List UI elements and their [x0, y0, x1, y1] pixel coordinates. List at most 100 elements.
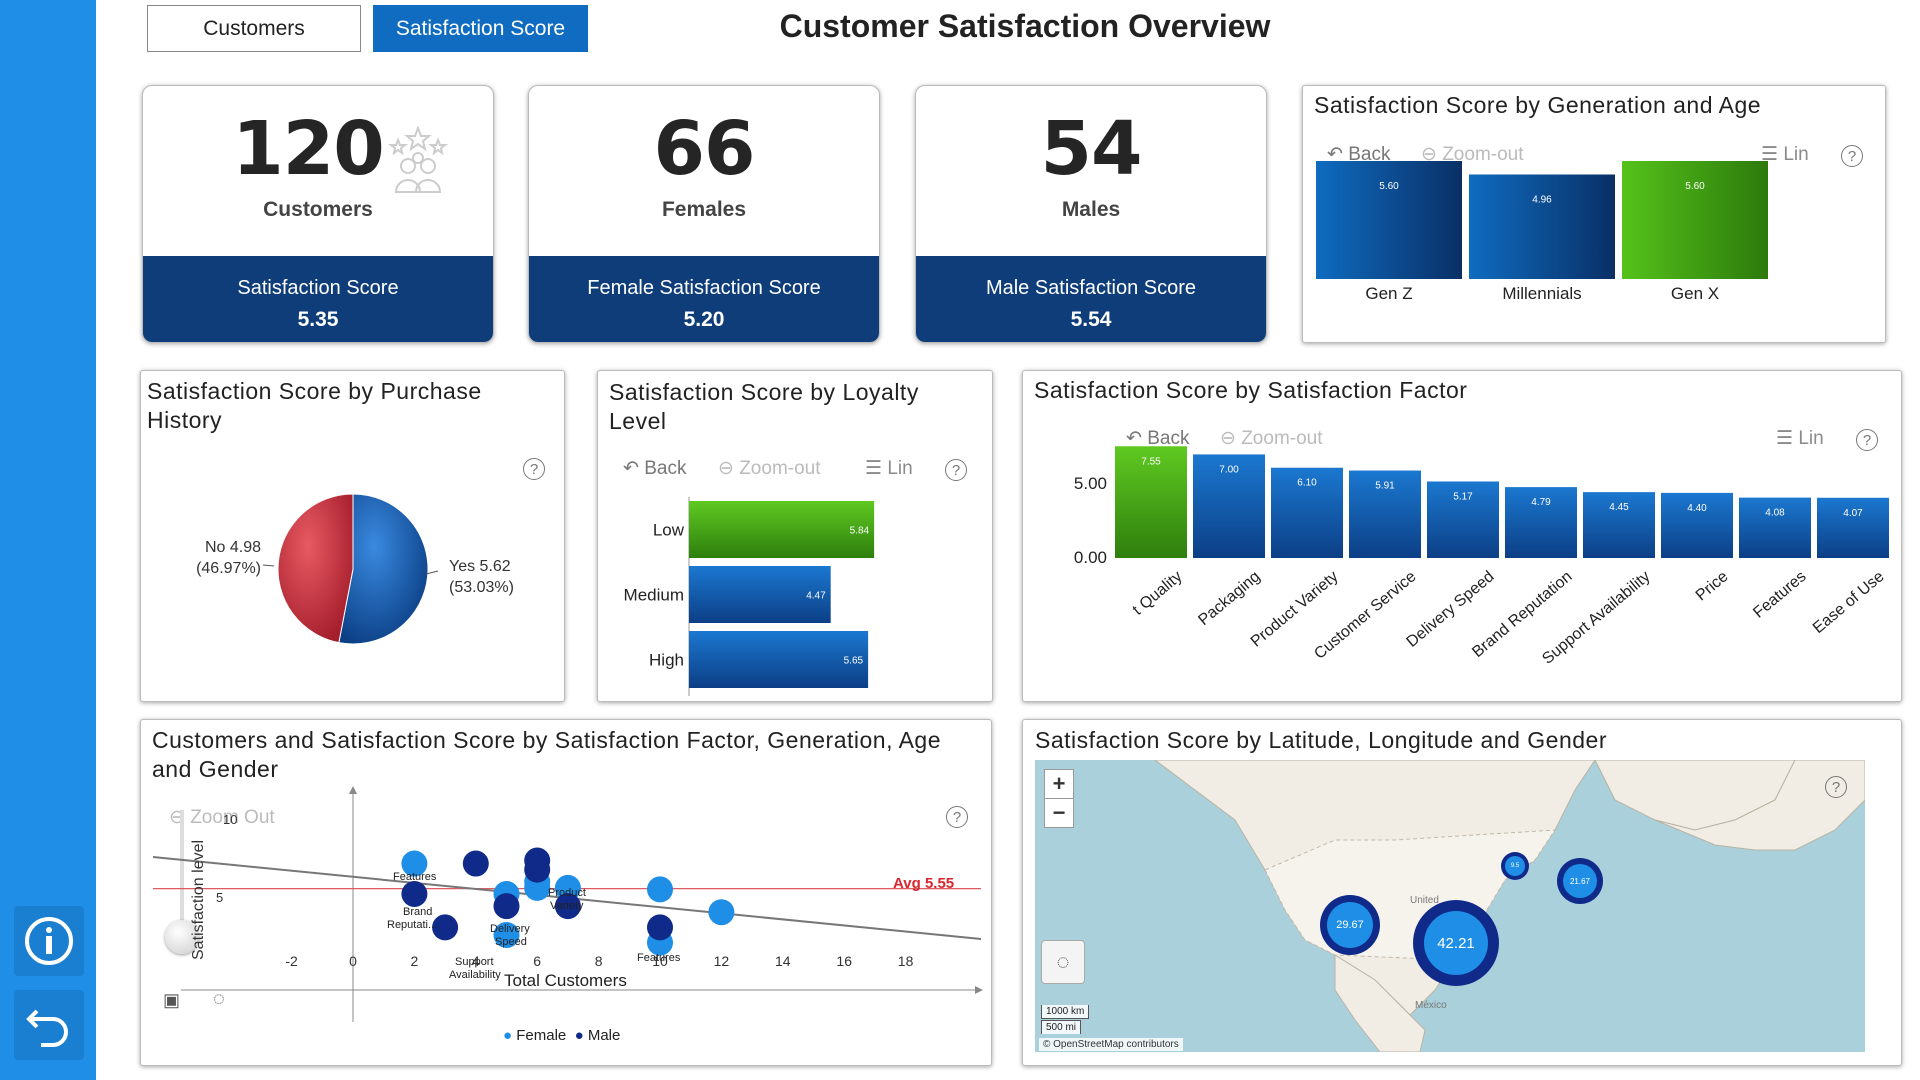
back-button[interactable] — [14, 990, 84, 1060]
pie-label-yes: Yes 5.62 (53.03%) — [449, 556, 514, 598]
info-button[interactable] — [14, 906, 84, 976]
zoom-slider-track[interactable] — [180, 810, 184, 930]
category-label: Medium — [624, 586, 684, 605]
category-label: Low — [653, 521, 685, 540]
lin-button[interactable]: ☰ Lin — [1761, 143, 1809, 166]
map-cluster[interactable]: 29.67 — [1320, 895, 1380, 955]
lin-label: Lin — [1798, 428, 1824, 449]
male-point — [462, 850, 489, 877]
list-icon: ☰ — [1761, 144, 1779, 165]
bar — [1817, 497, 1889, 558]
pie-label-no: No 4.98 (46.97%) — [191, 537, 261, 579]
point-label: Features — [393, 871, 437, 883]
x-tick-label: 10 — [652, 953, 668, 969]
bar-value-label: 4.96 — [1532, 194, 1552, 205]
bar — [1469, 174, 1615, 279]
point-label: Reputati... — [387, 919, 438, 931]
people-stars-icon — [388, 126, 448, 193]
map-zoom-in-button[interactable]: + — [1044, 769, 1074, 799]
bar — [689, 501, 875, 558]
lin-button[interactable]: ☰ Lin — [1776, 427, 1824, 450]
kpi-band: Female Satisfaction Score 5.20 — [529, 256, 879, 342]
lin-button[interactable]: ☰ Lin — [865, 457, 913, 480]
x-tick-label: 16 — [836, 953, 852, 969]
back-button[interactable]: ↶ Back — [1126, 427, 1189, 450]
lin-label: Lin — [887, 458, 913, 479]
tab-satisfaction-score[interactable]: Satisfaction Score — [373, 5, 588, 52]
bar — [689, 566, 831, 623]
loyalty-bar-chart: 5.84 Low 4.47 Medium 5.65 High — [624, 497, 875, 696]
help-icon[interactable]: ? — [523, 458, 545, 480]
image-icon[interactable]: ▣ — [163, 990, 181, 1010]
map-canvas[interactable]: United México 29.67 42.21 21.67 9.5 + − … — [1035, 760, 1865, 1052]
bar — [1505, 487, 1577, 558]
pie-slice-no[interactable] — [277, 493, 354, 644]
map-cluster[interactable]: 42.21 — [1413, 900, 1499, 986]
bar-value-label: 4.40 — [1687, 503, 1707, 514]
tab-customers[interactable]: Customers — [147, 5, 361, 52]
x-tick-label: 12 — [714, 953, 730, 969]
x-axis-arrow — [975, 986, 983, 994]
map-cluster-label: 21.67 — [1563, 864, 1597, 898]
left-sidebar — [0, 0, 96, 1080]
point-label: Brand — [403, 906, 433, 918]
point-label: Support — [455, 956, 494, 968]
info-icon — [25, 917, 73, 965]
legend-dot-male: ● — [574, 1027, 584, 1044]
help-icon[interactable]: ? — [1841, 145, 1863, 167]
kpi-value: 66 — [653, 106, 756, 192]
factor-bar-chart: 0.00 5.00 7.55 t Quality 7.00 Packaging 6.10 Pr… — [1074, 446, 1889, 668]
back-button[interactable]: ↶ Back — [623, 457, 686, 480]
point-label: Delivery — [490, 923, 530, 935]
zoom-out-label: Zoom-out — [1442, 144, 1524, 165]
back-button[interactable]: ↶ Back — [1327, 143, 1390, 166]
help-icon[interactable]: ? — [1856, 429, 1878, 451]
lasso-select-icon[interactable]: ◌ — [1041, 940, 1085, 984]
panel-title: Satisfaction Score by Generation and Age — [1314, 92, 1762, 118]
kpi-card-customers: 120 Customers Satisfaction Score 5.35 — [142, 85, 494, 343]
help-icon[interactable]: ? — [1825, 776, 1847, 798]
zoom-out-label: Zoom Out — [190, 807, 275, 828]
kpi-value: 54 — [1040, 106, 1143, 192]
kpi-label: Males — [1061, 198, 1121, 221]
legend-female: Female — [516, 1027, 567, 1044]
category-label: High — [649, 651, 684, 670]
kpi-label: Females — [661, 198, 747, 221]
zoom-slider-handle[interactable] — [165, 920, 199, 954]
map-cluster[interactable]: 21.67 — [1557, 858, 1603, 904]
zoom-out-button[interactable]: ⊖ Zoom-out — [1421, 143, 1524, 166]
help-icon[interactable]: ? — [946, 806, 968, 828]
help-icon[interactable]: ? — [945, 459, 967, 481]
pie-slice-yes[interactable] — [338, 493, 429, 645]
bar-value-label: 4.45 — [1609, 502, 1629, 513]
kpi-label: Customers — [263, 198, 373, 221]
kpi-value: 120 — [232, 106, 384, 192]
panel-title: Satisfaction Score by Loyalty Level — [609, 379, 919, 434]
point-label: Variety — [550, 900, 584, 912]
y-tick-label: 10 — [223, 812, 237, 827]
map-zoom-out-button[interactable]: − — [1044, 798, 1074, 828]
point-label: Availability — [449, 969, 501, 981]
bar — [1583, 492, 1655, 558]
back-arrow-icon: ↶ — [1126, 428, 1142, 449]
female-point — [554, 874, 581, 901]
y-axis-arrow — [349, 786, 357, 794]
zoom-out-icon: ⊖ — [1421, 144, 1437, 165]
map-mexico-label: México — [1415, 1000, 1447, 1011]
list-icon: ☰ — [1776, 428, 1794, 449]
bar-value-label: 5.17 — [1453, 491, 1473, 502]
map-cluster[interactable]: 9.5 — [1501, 852, 1529, 880]
female-point — [647, 876, 673, 903]
bar-value-label: 5.65 — [844, 656, 864, 667]
zoom-out-button[interactable]: ⊖ Zoom-out — [718, 457, 821, 480]
lasso-icon[interactable]: ◌ — [213, 988, 225, 1010]
male-point — [401, 880, 428, 907]
category-label: Ease of Use — [1810, 568, 1888, 637]
bar-value-label: 5.84 — [850, 526, 870, 537]
zoom-out-button[interactable]: ⊖ Zoom-out — [1220, 427, 1323, 450]
point-label: Speed — [495, 936, 527, 948]
zoom-out-icon: ⊖ — [1220, 428, 1236, 449]
loyalty-panel: Satisfaction Score by Loyalty Level ↶ Ba… — [597, 370, 993, 702]
bar-value-label: 7.00 — [1219, 464, 1239, 475]
panel-title: Satisfaction Score by Purchase History — [147, 378, 482, 433]
